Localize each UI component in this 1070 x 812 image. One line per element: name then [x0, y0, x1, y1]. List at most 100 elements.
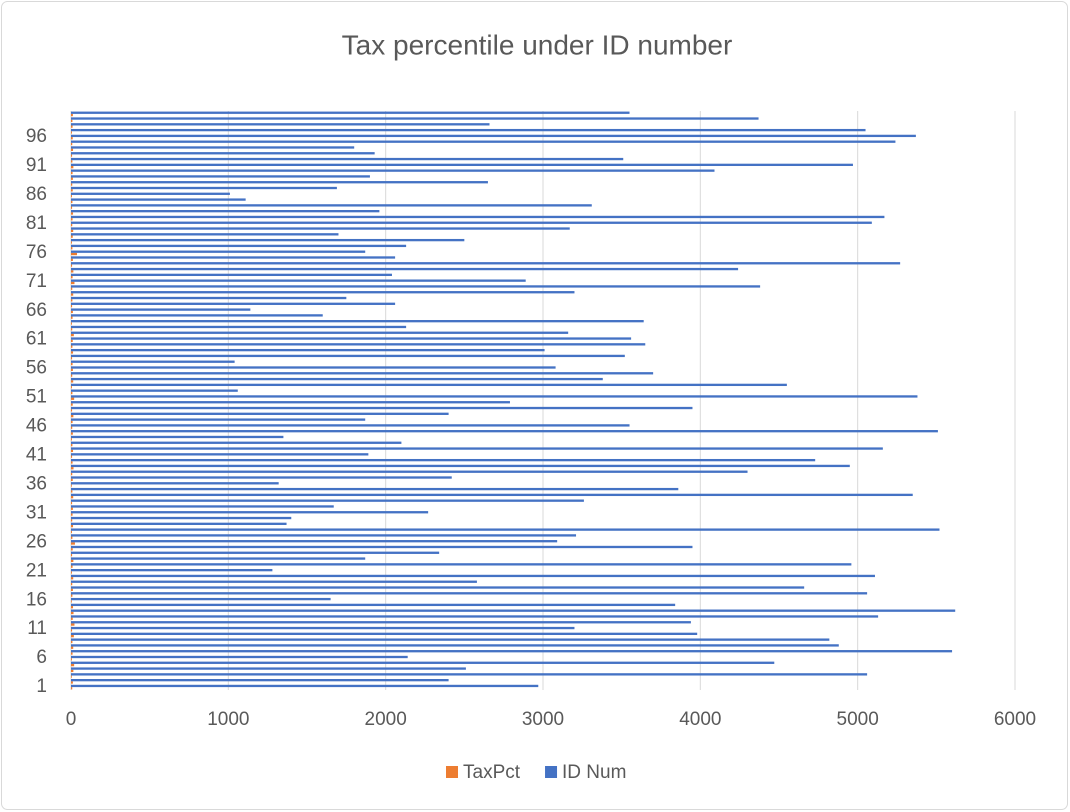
bar	[71, 530, 72, 534]
bar	[71, 314, 323, 317]
bar	[71, 177, 73, 180]
y-tick-label: 16	[26, 589, 47, 610]
bar	[71, 397, 75, 400]
y-tick-label: 96	[26, 126, 47, 147]
bar	[71, 296, 347, 300]
bar	[71, 447, 883, 450]
bar	[71, 308, 251, 311]
bar	[71, 557, 366, 560]
bar	[71, 154, 73, 157]
bar	[71, 119, 73, 123]
bar	[71, 343, 646, 346]
bar	[71, 331, 569, 334]
bar	[71, 669, 74, 673]
bar	[71, 472, 73, 476]
bar	[71, 496, 74, 499]
bar	[71, 626, 575, 630]
bar	[71, 571, 72, 574]
bar	[71, 163, 853, 167]
bar	[71, 229, 74, 233]
bar	[71, 287, 73, 290]
bar	[71, 258, 73, 261]
bar	[71, 320, 644, 323]
bar	[71, 534, 577, 537]
bar	[71, 553, 73, 557]
chart-title: Tax percentile under ID number	[342, 29, 733, 60]
bar	[71, 128, 866, 132]
bar	[71, 281, 75, 285]
bar	[71, 511, 429, 514]
bar	[71, 443, 73, 447]
bar	[71, 360, 235, 363]
bar	[71, 545, 693, 549]
bar	[71, 377, 603, 381]
bar	[71, 111, 630, 114]
bar	[71, 206, 73, 209]
y-tick-label: 11	[27, 618, 47, 639]
y-tick-label: 61	[26, 329, 47, 350]
bar	[71, 406, 693, 410]
bar	[71, 276, 73, 279]
bar	[71, 458, 816, 462]
bar	[71, 241, 72, 244]
bar	[71, 412, 449, 415]
bar	[71, 542, 75, 545]
bar	[71, 658, 72, 661]
bar	[71, 684, 539, 688]
y-tick-label: 86	[26, 184, 47, 205]
bar	[71, 212, 74, 215]
bar	[71, 617, 73, 620]
y-tick-label: 46	[26, 416, 47, 437]
bar	[71, 123, 490, 126]
legend-label: ID Num	[562, 762, 626, 783]
bar	[71, 389, 238, 392]
y-tick-label: 41	[26, 445, 47, 466]
bar	[71, 652, 73, 655]
bar	[71, 663, 75, 667]
bar	[71, 137, 73, 140]
bar	[71, 586, 805, 589]
bar	[71, 667, 466, 670]
bar	[71, 606, 74, 609]
bar	[71, 200, 73, 204]
bar	[71, 328, 73, 331]
bar	[71, 551, 440, 554]
bar	[71, 333, 74, 337]
bar	[71, 467, 74, 470]
bar	[71, 435, 284, 439]
bar	[71, 441, 402, 444]
bar	[71, 522, 287, 525]
bar	[71, 395, 918, 398]
bar	[71, 621, 691, 624]
bar	[71, 169, 715, 172]
bar	[71, 337, 632, 340]
bar	[71, 262, 901, 265]
bar	[71, 623, 75, 626]
bar	[71, 563, 852, 566]
x-tick-label: 1000	[207, 709, 249, 730]
bar	[71, 192, 230, 195]
bar	[71, 171, 73, 175]
bar	[71, 611, 74, 615]
bar	[71, 134, 916, 138]
bar	[71, 420, 73, 424]
bar	[71, 279, 526, 282]
bar	[71, 160, 73, 163]
bar	[71, 357, 73, 360]
bar	[71, 507, 73, 510]
bar	[71, 644, 839, 647]
bar	[71, 438, 72, 441]
bar	[71, 524, 74, 528]
bar	[71, 464, 850, 468]
bar	[71, 348, 545, 352]
bar	[71, 391, 73, 395]
bar	[71, 189, 73, 192]
x-tick-label: 2000	[365, 709, 407, 730]
y-tick-label: 1	[36, 676, 47, 697]
bar	[71, 559, 74, 563]
bar	[71, 430, 938, 433]
bar	[71, 285, 761, 288]
bar	[71, 403, 73, 406]
bar	[71, 175, 370, 178]
